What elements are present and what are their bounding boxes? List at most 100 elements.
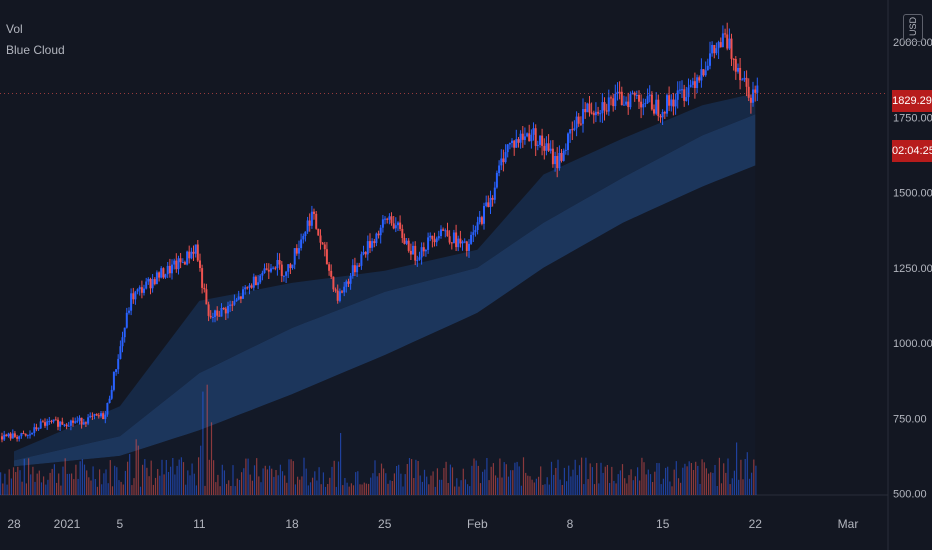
volume-bar <box>398 464 400 495</box>
candle-body <box>205 289 208 305</box>
candle-body <box>435 238 438 243</box>
candle-body <box>1 436 3 440</box>
candle-body <box>121 337 124 347</box>
candle-body <box>715 48 718 54</box>
volume-bar <box>662 478 664 495</box>
candle-body <box>455 232 458 248</box>
volume-bar <box>589 463 591 495</box>
candle-body <box>242 289 244 299</box>
volume-bar <box>127 461 129 495</box>
volume-bar <box>165 460 167 495</box>
volume-bar <box>544 484 546 495</box>
legend-vol[interactable]: Vol <box>6 22 23 36</box>
candle-body <box>293 248 296 265</box>
volume-bar <box>96 486 98 495</box>
candle-body <box>239 296 242 299</box>
volume-bar <box>15 472 17 495</box>
volume-bar <box>264 465 266 495</box>
candle-body <box>493 187 496 200</box>
candle-body <box>676 90 679 100</box>
candle-body <box>749 97 752 103</box>
candle-body <box>431 235 434 240</box>
candle-body <box>440 229 442 236</box>
candle-body <box>672 99 675 107</box>
volume-bar <box>365 483 367 495</box>
candle-body <box>162 268 165 278</box>
volume-bar <box>249 474 251 495</box>
candle-body <box>437 236 440 239</box>
volume-bar <box>21 481 23 495</box>
candle-body <box>554 156 557 165</box>
candle-body <box>24 433 27 436</box>
volume-bar <box>344 478 346 495</box>
currency-button[interactable]: USD <box>903 14 923 42</box>
candle-body <box>384 218 386 220</box>
volume-bar <box>221 464 223 495</box>
volume-bar <box>204 485 206 495</box>
candle-body <box>177 258 180 270</box>
candle-body <box>132 293 135 300</box>
candle-body <box>724 33 727 35</box>
volume-bar <box>297 476 299 495</box>
candle-body <box>618 91 621 93</box>
volume-bar <box>639 480 641 495</box>
candle-body <box>569 129 572 134</box>
candle-body <box>22 433 25 435</box>
volume-bar <box>64 458 66 495</box>
volume-bar <box>505 464 507 495</box>
volume-bar <box>525 472 527 495</box>
volume-bar <box>548 484 550 495</box>
volume-bar <box>208 459 210 495</box>
candle-body <box>577 116 580 124</box>
candle-body <box>747 86 750 98</box>
candle-body <box>227 305 229 314</box>
volume-bar <box>129 454 131 495</box>
volume-bar <box>557 459 559 495</box>
volume-bar <box>47 479 49 495</box>
candle-body <box>459 238 462 244</box>
volume-bar <box>217 474 219 495</box>
candle-body <box>20 433 23 437</box>
volume-bar <box>634 476 636 495</box>
volume-bar <box>516 461 518 495</box>
volume-bar <box>464 479 466 495</box>
candle-body <box>588 103 591 113</box>
x-tick-label: 11 <box>193 517 206 531</box>
volume-bar <box>301 476 303 495</box>
volume-bar <box>637 467 639 495</box>
volume-bar <box>176 465 178 495</box>
candle-body <box>468 243 470 251</box>
volume-bar <box>619 470 621 495</box>
candle-body <box>558 153 561 169</box>
candle-body <box>143 288 145 293</box>
candle-body <box>756 85 759 93</box>
volume-bar <box>288 459 290 495</box>
candle-body <box>394 225 397 229</box>
volume-bar <box>701 459 703 495</box>
candle-body <box>50 420 53 422</box>
volume-bar <box>684 463 686 495</box>
candle-body <box>59 421 62 427</box>
candle-body <box>605 110 608 112</box>
candle-body <box>291 264 294 268</box>
volume-bar <box>309 482 312 495</box>
candle-body <box>646 96 649 103</box>
candle-body <box>528 133 531 142</box>
volume-bar <box>170 466 172 495</box>
candle-body <box>272 267 275 269</box>
volume-bar <box>712 472 714 495</box>
volume-bar <box>396 466 398 495</box>
candle-body <box>472 232 475 235</box>
candle-body <box>691 81 694 85</box>
volume-bar <box>647 469 649 495</box>
candle-body <box>188 251 191 259</box>
legend-blue-cloud[interactable]: Blue Cloud <box>6 43 65 57</box>
volume-bar <box>430 475 432 495</box>
volume-bar <box>527 475 529 495</box>
volume-bar <box>66 473 68 495</box>
candle-body <box>653 109 655 114</box>
volume-bar <box>507 476 510 495</box>
candle-body <box>358 265 361 267</box>
candle-body <box>418 257 421 260</box>
